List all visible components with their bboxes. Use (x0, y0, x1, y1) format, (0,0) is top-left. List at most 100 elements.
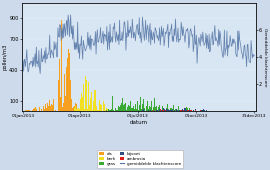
Bar (122, 98, 123, 111)
Bar (51, 104, 52, 111)
Bar (189, 108, 190, 111)
Bar (165, 110, 166, 111)
Bar (190, 110, 191, 111)
Bar (48, 106, 49, 111)
Bar (133, 106, 134, 111)
Bar (173, 105, 174, 111)
Bar (177, 110, 178, 111)
Bar (172, 109, 173, 111)
Bar (146, 106, 147, 111)
Bar (182, 109, 183, 111)
Bar (95, 90, 96, 111)
Bar (66, 94, 67, 111)
Bar (34, 108, 35, 111)
Bar (110, 110, 111, 111)
Bar (203, 110, 204, 111)
Bar (44, 109, 45, 111)
Bar (148, 109, 149, 111)
Bar (59, 37, 60, 111)
Bar (70, 80, 71, 111)
Bar (169, 102, 170, 111)
Bar (88, 82, 89, 111)
Bar (159, 109, 160, 111)
Bar (156, 110, 157, 111)
Bar (81, 92, 82, 111)
Bar (103, 101, 104, 111)
Bar (163, 110, 164, 111)
Bar (75, 106, 76, 111)
Bar (50, 106, 51, 111)
Bar (179, 110, 180, 111)
Bar (187, 110, 188, 111)
Bar (150, 107, 151, 111)
Bar (100, 104, 101, 111)
Bar (96, 110, 97, 111)
Bar (91, 92, 92, 111)
Bar (92, 110, 93, 111)
Bar (171, 108, 172, 111)
Bar (195, 109, 196, 111)
Bar (35, 107, 36, 111)
Bar (141, 109, 142, 111)
Bar (68, 49, 69, 111)
Bar (184, 108, 185, 111)
Bar (123, 105, 124, 111)
Bar (29, 110, 30, 111)
Bar (166, 109, 167, 111)
Bar (118, 106, 119, 111)
Bar (161, 110, 162, 111)
Bar (177, 110, 178, 111)
Bar (186, 107, 187, 111)
Bar (49, 100, 50, 111)
Bar (98, 110, 99, 111)
Bar (166, 108, 167, 111)
Bar (165, 110, 166, 111)
Bar (182, 109, 183, 111)
Bar (26, 108, 27, 111)
Bar (153, 107, 154, 111)
Bar (204, 110, 205, 111)
Bar (86, 80, 87, 111)
Bar (156, 106, 157, 111)
Bar (142, 104, 143, 111)
Bar (144, 108, 145, 111)
Bar (84, 109, 85, 111)
Bar (143, 99, 144, 111)
Bar (64, 74, 65, 111)
Bar (41, 109, 42, 111)
Bar (60, 97, 61, 111)
Bar (28, 110, 29, 111)
Bar (36, 109, 37, 111)
Bar (138, 110, 139, 111)
Bar (135, 104, 136, 111)
Bar (55, 110, 56, 111)
Bar (126, 110, 127, 111)
Bar (76, 109, 77, 111)
Bar (54, 110, 55, 111)
Bar (90, 110, 91, 111)
Bar (67, 58, 68, 111)
Bar (170, 110, 171, 111)
Bar (154, 110, 155, 111)
Bar (104, 104, 105, 111)
Bar (183, 110, 184, 111)
Bar (162, 109, 163, 111)
Bar (74, 106, 75, 111)
Bar (152, 110, 153, 111)
Bar (76, 104, 77, 111)
Bar (128, 105, 129, 111)
Bar (33, 109, 34, 111)
Bar (176, 109, 177, 111)
Bar (111, 109, 112, 111)
Bar (169, 110, 170, 111)
Bar (83, 84, 84, 111)
Bar (134, 109, 135, 111)
Bar (180, 110, 181, 111)
Bar (160, 109, 161, 111)
Bar (96, 106, 97, 111)
Bar (200, 110, 201, 111)
Bar (142, 110, 143, 111)
Bar (199, 110, 200, 111)
Bar (189, 110, 190, 111)
Bar (164, 109, 165, 111)
